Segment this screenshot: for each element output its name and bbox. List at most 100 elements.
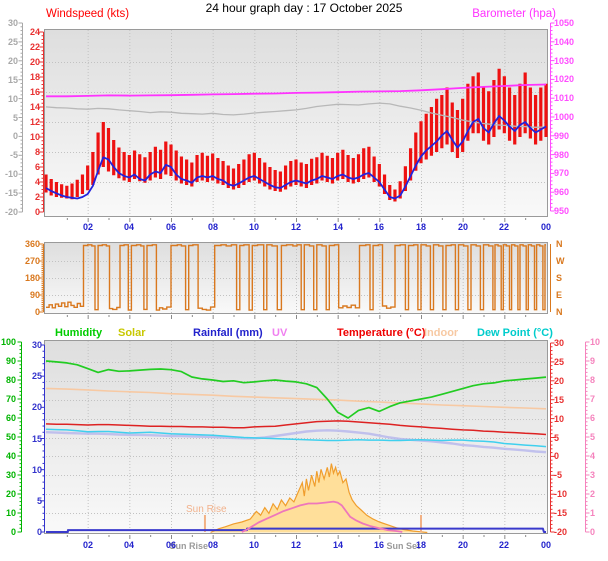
axis-tick-label: 10 (554, 414, 565, 424)
axis-tick-label: 15 (7, 75, 18, 85)
sun-set-axis-label: Sun Set (386, 541, 420, 551)
hour-label: 20 (457, 222, 468, 232)
axis-tick-label: 14 (29, 102, 40, 112)
axis-tick-label: 0 (590, 527, 596, 537)
hour-label: 16 (373, 540, 384, 550)
axis-tick-label: 80 (5, 375, 16, 385)
legend-item-rainfall-mm: Rainfall (mm) (193, 327, 263, 339)
axis-tick-label: 30 (554, 338, 565, 348)
axis-tick-label: -15 (4, 188, 18, 198)
axis-tick-label: 90 (5, 356, 16, 366)
hour-label: 18 (415, 222, 426, 232)
axis-tick-label: -10 (554, 489, 568, 499)
axis-tick-label: 10 (5, 508, 16, 518)
hour-label: 02 (82, 222, 93, 232)
axis-tick-label: 90 (29, 290, 40, 300)
axis-tick-label: 1 (590, 508, 596, 518)
axis-tick-label: 0 (10, 527, 16, 537)
legend-item-uv: UV (272, 327, 288, 339)
hour-label: 14 (332, 222, 343, 232)
axis-tick-label: 12 (29, 117, 40, 127)
axis-tick-label: 270 (24, 256, 40, 266)
axis-tick-label: 180 (24, 273, 40, 283)
hour-label: 08 (207, 540, 218, 550)
axis-tick-label: 10 (590, 337, 601, 347)
axis-tick-label: 15 (31, 434, 42, 444)
axis-tick-label: -20 (4, 207, 18, 217)
axis-tick-label: 16 (29, 87, 40, 97)
hour-label: 14 (332, 540, 343, 550)
axis-tick-label: 22 (29, 42, 40, 52)
sun-rise-axis-label: Sun Rise (169, 541, 208, 551)
hour-label: 00 (540, 540, 551, 550)
axis-tick-label: 1050 (554, 18, 575, 28)
axis-tick-label: 0 (36, 527, 42, 537)
axis-tick-label: 70 (5, 394, 16, 404)
axis-tick-label: 6 (34, 162, 40, 172)
axis-tick-label: 30 (7, 18, 18, 28)
hour-label: 02 (82, 540, 93, 550)
page-title: 24 hour graph day : 17 October 2025 (205, 1, 403, 15)
axis-tick-label: 8 (590, 375, 596, 385)
axis-tick-label: 5 (590, 432, 596, 442)
axis-tick-label: 3 (590, 470, 596, 480)
hour-label: 04 (123, 222, 134, 232)
axis-tick-label: -10 (4, 169, 18, 179)
axis-tick-label: 100 (0, 337, 16, 347)
wind-direction-letter: W (556, 256, 565, 266)
axis-tick-label: 1010 (554, 93, 575, 103)
axis-tick-label: 20 (29, 57, 40, 67)
axis-tick-label: -5 (554, 470, 563, 480)
axis-tick-label: 9 (590, 356, 596, 366)
wind-direction-letter: N (556, 239, 563, 249)
legend-item-temperature-c: Temperature (°C) (337, 327, 426, 339)
axis-tick-label: 15 (554, 395, 565, 405)
axis-tick-label: 970 (554, 168, 570, 178)
wind-direction-letter: S (556, 273, 563, 283)
axis-tick-label: 1000 (554, 112, 575, 122)
axis-tick-label: 20 (7, 56, 18, 66)
axis-tick-label: 18 (29, 72, 40, 82)
hour-label: 10 (248, 540, 259, 550)
hour-label: 12 (290, 222, 301, 232)
axis-tick-label: 7 (590, 394, 596, 404)
axis-tick-label: 990 (554, 131, 570, 141)
axis-tick-label: 950 (554, 206, 570, 216)
axis-tick-label: 10 (29, 132, 40, 142)
sun-rise-annotation: Sun Rise (186, 504, 227, 515)
axis-tick-label: 10 (7, 94, 18, 104)
legend-item-humidity: Humidity (55, 327, 103, 339)
axis-tick-label: 25 (554, 357, 565, 367)
axis-tick-label: 50 (5, 432, 16, 442)
axis-tick-label: 20 (5, 489, 16, 499)
axis-tick-label: 960 (554, 187, 570, 197)
hour-label: 12 (290, 540, 301, 550)
axis-tick-label: 20 (31, 402, 42, 412)
hour-label: 00 (540, 222, 551, 232)
axis-tick-label: 40 (5, 451, 16, 461)
legend-item-indoor: Indoor (424, 327, 459, 339)
axis-tick-label: 4 (34, 177, 40, 187)
axis-tick-label: 5 (12, 113, 18, 123)
axis-tick-label: 980 (554, 150, 570, 160)
axis-tick-label: 6 (590, 413, 596, 423)
hour-label: 16 (373, 222, 384, 232)
axis-tick-label: 10 (31, 465, 42, 475)
axis-tick-label: 5 (554, 433, 560, 443)
axis-tick-label: 0 (34, 207, 40, 217)
axis-tick-label: 5 (36, 496, 42, 506)
axis-tick-label: 1040 (554, 37, 575, 47)
axis-tick-label: 8 (34, 147, 40, 157)
legend-item-dew-point-c: Dew Point (°C) (477, 327, 553, 339)
hour-label: 08 (207, 222, 218, 232)
legend-item-solar: Solar (118, 327, 146, 339)
hour-label: 06 (165, 222, 176, 232)
wind-direction-letter: E (556, 290, 563, 300)
hour-label: 10 (248, 222, 259, 232)
axis-tick-label: 60 (5, 413, 16, 423)
wind-direction-letter: N (556, 307, 563, 317)
axis-tick-label: 20 (554, 376, 565, 386)
axis-tick-label: 2 (590, 489, 596, 499)
axis-tick-label: 0 (34, 307, 40, 317)
